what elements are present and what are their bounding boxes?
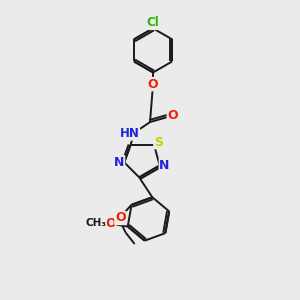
Text: O: O [148,78,158,91]
Text: O: O [115,212,125,224]
Text: N: N [114,156,124,169]
Text: CH₃: CH₃ [85,218,106,228]
Text: HN: HN [119,127,140,140]
Text: N: N [159,159,170,172]
Text: Cl: Cl [147,16,159,29]
Text: S: S [154,136,163,148]
Text: O: O [105,217,116,230]
Text: O: O [167,110,178,122]
